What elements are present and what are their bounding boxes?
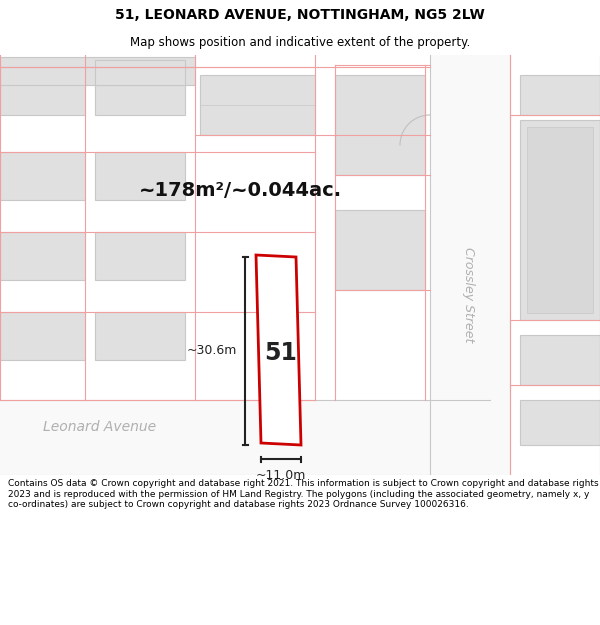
Bar — [0, 232, 85, 280]
Text: ~30.6m: ~30.6m — [187, 344, 237, 357]
Bar — [520, 335, 600, 385]
Bar — [0, 152, 85, 200]
Bar — [0, 312, 85, 360]
Bar — [520, 400, 600, 445]
Bar — [335, 210, 425, 290]
Bar — [527, 127, 593, 313]
Text: Contains OS data © Crown copyright and database right 2021. This information is : Contains OS data © Crown copyright and d… — [8, 479, 598, 509]
Text: Map shows position and indicative extent of the property.: Map shows position and indicative extent… — [130, 36, 470, 49]
Bar — [95, 60, 185, 85]
Bar — [335, 75, 425, 175]
Text: ~178m²/~0.044ac.: ~178m²/~0.044ac. — [139, 181, 341, 199]
Text: 51: 51 — [265, 341, 298, 365]
Bar — [520, 120, 600, 320]
Bar — [0, 57, 195, 85]
Text: 51, LEONARD AVENUE, NOTTINGHAM, NG5 2LW: 51, LEONARD AVENUE, NOTTINGHAM, NG5 2LW — [115, 8, 485, 22]
Text: Leonard Avenue: Leonard Avenue — [43, 420, 157, 434]
Text: Crossley Street: Crossley Street — [461, 248, 475, 342]
Bar — [0, 400, 490, 475]
Polygon shape — [256, 255, 301, 445]
Bar — [95, 232, 185, 280]
Bar — [520, 75, 600, 115]
Bar — [200, 75, 315, 135]
Bar — [95, 67, 185, 115]
Text: ~11.0m: ~11.0m — [256, 469, 306, 482]
Bar — [95, 152, 185, 200]
Bar — [430, 55, 510, 475]
Bar — [0, 67, 85, 115]
Bar — [95, 312, 185, 360]
